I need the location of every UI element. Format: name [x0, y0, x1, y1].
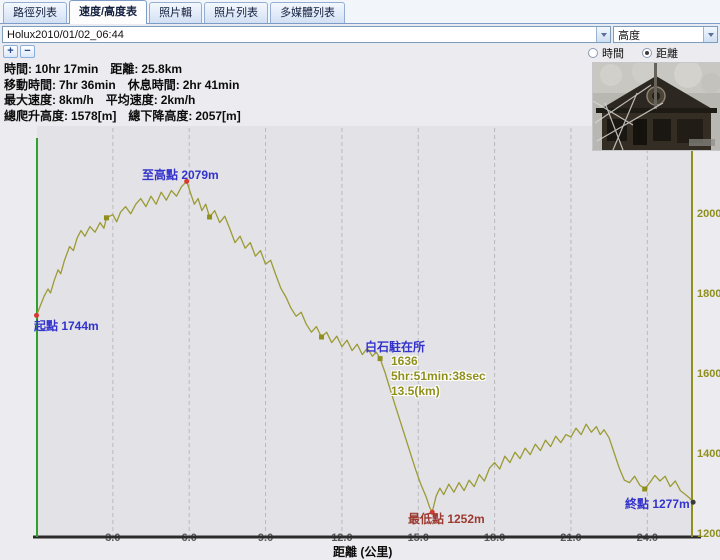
radio-circle-icon[interactable]	[588, 48, 598, 58]
waypoint-callout: 1636 5hr:51min:38sec 13.5(km)	[391, 354, 486, 399]
stat-label: 平均速度:	[105, 93, 158, 107]
tab-speed-altitude[interactable]: 速度/高度表	[69, 0, 148, 24]
callout-distance: 13.5(km)	[391, 384, 440, 398]
svg-text:24.0: 24.0	[637, 532, 658, 544]
annotation-start-point: 起點 1744m	[34, 319, 99, 333]
chevron-down-icon[interactable]	[703, 27, 717, 42]
annotation-end-point: 終點 1277m	[625, 497, 690, 511]
annotation-highest-point: 至高點 2079m	[142, 168, 219, 182]
stat-label: 距離:	[110, 62, 139, 76]
svg-text:1800: 1800	[697, 288, 720, 300]
stat-value: 25.8km	[141, 62, 183, 76]
stat-label: 最大速度:	[4, 93, 56, 107]
stat-value: 2km/h	[160, 93, 196, 107]
stat-value: 8km/h	[59, 93, 94, 107]
stat-value: 2hr 41min	[182, 77, 240, 92]
stat-label: 時間:	[4, 62, 32, 76]
svg-text:9.0: 9.0	[258, 532, 273, 544]
tab-track-list[interactable]: 路徑列表	[3, 2, 67, 23]
radio-distance[interactable]: 距離	[642, 45, 678, 61]
stat-value: 10hr 17min	[35, 62, 99, 76]
tab-multimedia-list[interactable]: 多媒體列表	[270, 2, 346, 23]
annotation-lowest-point: 最低點 1252m	[408, 512, 485, 526]
stats-row-moving-rest: 移動時間: 7hr 36min 休息時間: 2hr 41min	[4, 78, 253, 94]
tab-photo-list[interactable]: 照片列表	[204, 2, 269, 23]
stat-value: 2057[m]	[195, 108, 241, 123]
svg-text:1400: 1400	[697, 448, 720, 460]
stat-label: 總下降高度:	[128, 108, 193, 123]
callout-elapsed-time: 5hr:51min:38sec	[391, 369, 486, 383]
stat-value: 1578[m]	[71, 108, 117, 123]
y-axis-selector-value: 高度	[618, 29, 640, 42]
radio-time[interactable]: 時間	[588, 45, 624, 61]
cabin-photo-art	[592, 58, 720, 151]
stats-row-time-distance: 時間: 10hr 17min 距離: 25.8km	[4, 62, 253, 78]
stat-label: 總爬升高度:	[4, 108, 68, 123]
track-selector-value: Holux2010/01/02_06:44	[7, 28, 124, 41]
stat-label: 移動時間:	[4, 77, 56, 92]
stats-row-ascent-descent: 總爬升高度: 1578[m] 總下降高度: 2057[m]	[4, 109, 253, 125]
toolbar-row: Holux2010/01/02_06:44 高度	[0, 25, 720, 44]
y-axis-selector[interactable]: 高度	[613, 26, 718, 43]
callout-elevation: 1636	[391, 354, 418, 368]
tab-bar: 路徑列表 速度/高度表 照片輯 照片列表 多媒體列表	[0, 0, 720, 24]
svg-text:15.0: 15.0	[408, 532, 429, 544]
track-selector[interactable]: Holux2010/01/02_06:44	[2, 26, 611, 43]
stat-value: 7hr 36min	[59, 77, 116, 92]
trip-statistics: 時間: 10hr 17min 距離: 25.8km 移動時間: 7hr 36min 休息時…	[4, 62, 253, 124]
chevron-down-icon[interactable]	[596, 27, 610, 42]
svg-text:18.0: 18.0	[484, 532, 505, 544]
radio-time-label: 時間	[602, 48, 624, 60]
svg-text:21.0: 21.0	[560, 532, 581, 544]
svg-text:2000: 2000	[697, 208, 720, 220]
radio-circle-selected-icon[interactable]	[642, 48, 652, 58]
annotation-waypoint-baishi: 白石駐在所	[365, 340, 426, 354]
svg-text:1200: 1200	[697, 528, 720, 540]
radio-distance-label: 距離	[656, 48, 678, 60]
svg-text:3.0: 3.0	[105, 532, 120, 544]
x-axis-mode-radios: 時間 距離	[588, 46, 718, 60]
stat-label: 休息時間:	[127, 77, 180, 92]
waypoint-photo-thumbnail[interactable]	[592, 58, 720, 151]
tab-photo-album[interactable]: 照片輯	[149, 2, 203, 23]
zoom-in-button[interactable]: +	[3, 45, 18, 58]
svg-text:6.0: 6.0	[182, 532, 197, 544]
stats-row-speed: 最大速度: 8km/h 平均速度: 2km/h	[4, 93, 253, 109]
zoom-out-button[interactable]: −	[20, 45, 35, 58]
x-axis-title: 距離 (公里)	[333, 545, 393, 559]
svg-text:1600: 1600	[697, 368, 720, 380]
